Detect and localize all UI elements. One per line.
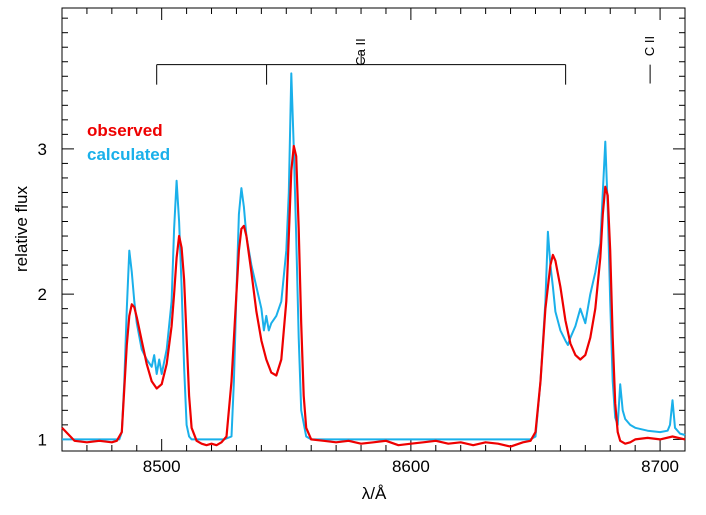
x-tick-labels: 8500 8600 8700 xyxy=(143,457,679,476)
plot-frame xyxy=(61,7,686,452)
y-tick-label: 3 xyxy=(38,140,47,159)
y-axis-title: relative flux xyxy=(12,186,31,272)
x-tick-label: 8500 xyxy=(143,457,181,476)
y-tick-label: 2 xyxy=(38,285,47,304)
x-tick-label: 8700 xyxy=(641,457,679,476)
x-axis-title: λ/Å xyxy=(362,484,387,503)
c-ii-label: C II xyxy=(642,36,657,56)
series-line-calculated xyxy=(62,72,686,441)
ca-ii-label: Ca II xyxy=(353,38,368,65)
x-tick-label: 8600 xyxy=(392,457,430,476)
axis-ticks xyxy=(61,8,686,451)
line-annotations xyxy=(156,50,651,85)
y-tick-labels: 1 2 3 xyxy=(38,140,47,449)
series-group xyxy=(61,72,686,448)
legend-calculated: calculated xyxy=(87,145,170,164)
legend-observed: observed xyxy=(87,121,163,140)
y-tick-label: 1 xyxy=(38,430,47,449)
series-line-observed xyxy=(61,144,686,448)
